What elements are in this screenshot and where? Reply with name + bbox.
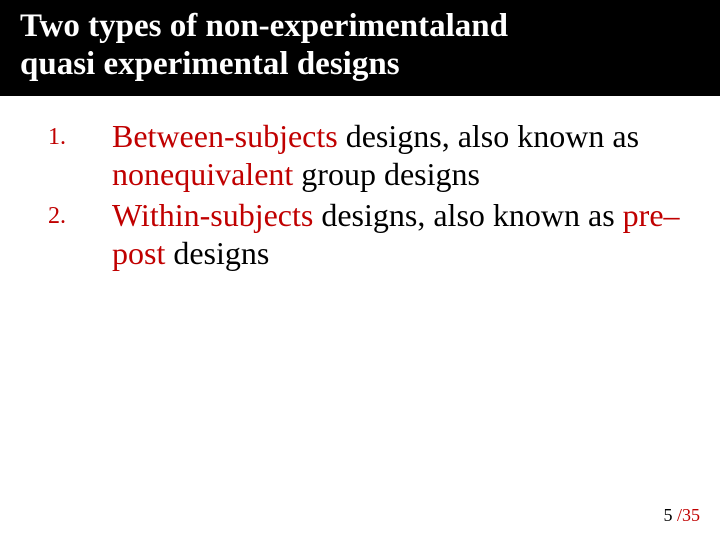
keyword: Within-subjects <box>112 197 313 233</box>
list-text: Between-subjects designs, also known as … <box>112 118 680 194</box>
page-separator: / <box>672 505 682 525</box>
list-number: 2. <box>40 197 112 273</box>
title-line-1: Two types of non-experimentaland <box>20 8 508 44</box>
list-text: Within-subjects designs, also known as p… <box>112 197 680 273</box>
numbered-list: 1. Between-subjects designs, also known … <box>40 118 680 273</box>
title-bar: Two types of non-experimentaland quasi e… <box>0 0 720 96</box>
list-item: 1. Between-subjects designs, also known … <box>40 118 680 194</box>
text-run: designs <box>165 235 269 271</box>
list-number: 1. <box>40 118 112 194</box>
page-number: 5 /35 <box>663 505 700 526</box>
slide-title: Two types of non-experimentaland quasi e… <box>20 8 700 84</box>
text-run: designs, also known as <box>338 118 639 154</box>
text-run: group designs <box>293 156 480 192</box>
title-line-2: quasi experimental designs <box>20 46 400 82</box>
keyword: Between-subjects <box>112 118 338 154</box>
keyword: nonequivalent <box>112 156 293 192</box>
text-run: designs, also known as <box>313 197 622 233</box>
content-area: 1. Between-subjects designs, also known … <box>0 96 720 273</box>
page-total: 35 <box>682 505 700 525</box>
list-item: 2. Within-subjects designs, also known a… <box>40 197 680 273</box>
